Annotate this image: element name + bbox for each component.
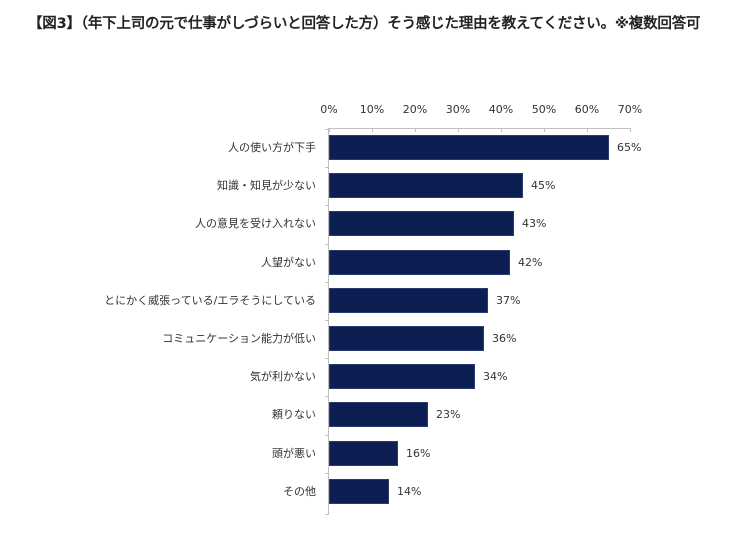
bar: [329, 364, 475, 389]
category-label: コミュニケーション能力が低い: [162, 332, 316, 345]
bar: [329, 402, 428, 427]
x-tick-mark: [458, 128, 459, 132]
bar: [329, 211, 514, 236]
x-tick-mark: [415, 128, 416, 132]
value-label: 65%: [617, 141, 642, 154]
value-label: 42%: [518, 256, 543, 269]
x-tick-mark: [544, 128, 545, 132]
bar: [329, 135, 609, 160]
category-label: とにかく威張っている/エラそうにしている: [104, 294, 316, 307]
bar: [329, 173, 523, 198]
value-label: 45%: [531, 179, 556, 192]
bar-row: 頭が悪い 16%: [0, 441, 740, 467]
bar-row: 人の意見を受け入れない 43%: [0, 211, 740, 237]
bar-row: コミュニケーション能力が低い 36%: [0, 326, 740, 352]
bar: [329, 479, 389, 504]
x-tick-label: 40%: [488, 103, 514, 116]
category-label: 人望がない: [261, 256, 316, 269]
y-tick-mark: [325, 244, 329, 245]
bar-row: その他 14%: [0, 479, 740, 505]
bar: [329, 250, 510, 275]
y-tick-mark: [325, 473, 329, 474]
x-tick-label: 30%: [445, 103, 471, 116]
bar: [329, 326, 484, 351]
x-tick-mark: [329, 128, 330, 132]
chart-title: 【図3】（年下上司の元で仕事がしづらいと回答した方）そう感じた理由を教えてくださ…: [28, 16, 701, 32]
y-axis-line: [328, 128, 329, 515]
x-tick-label: 60%: [574, 103, 600, 116]
category-label: その他: [283, 485, 316, 498]
x-tick-mark: [630, 128, 631, 132]
x-tick-label: 10%: [359, 103, 385, 116]
x-tick-mark: [372, 128, 373, 132]
y-tick-mark: [325, 167, 329, 168]
category-label: 人の使い方が下手: [228, 141, 316, 154]
bar-row: 知識・知見が少ない 45%: [0, 173, 740, 199]
y-tick-mark: [325, 358, 329, 359]
y-tick-mark: [325, 396, 329, 397]
y-tick-mark: [325, 320, 329, 321]
bar-row: 気が利かない 34%: [0, 364, 740, 390]
value-label: 14%: [397, 485, 422, 498]
category-label: 気が利かない: [250, 370, 316, 383]
x-tick-mark: [501, 128, 502, 132]
y-tick-mark: [325, 514, 329, 515]
value-label: 23%: [436, 408, 461, 421]
y-tick-mark: [325, 435, 329, 436]
bar: [329, 288, 488, 313]
bar-row: 人の使い方が下手 65%: [0, 135, 740, 161]
category-label: 頼りない: [272, 408, 316, 421]
category-label: 頭が悪い: [272, 447, 316, 460]
y-tick-mark: [325, 129, 329, 130]
category-label: 知識・知見が少ない: [217, 179, 316, 192]
bar-row: 人望がない 42%: [0, 250, 740, 276]
x-axis-line: [328, 128, 630, 129]
value-label: 34%: [483, 370, 508, 383]
x-tick-label: 20%: [402, 103, 428, 116]
bar-row: とにかく威張っている/エラそうにしている 37%: [0, 288, 740, 314]
y-tick-mark: [325, 205, 329, 206]
value-label: 36%: [492, 332, 517, 345]
value-label: 16%: [406, 447, 431, 460]
x-tick-label: 50%: [531, 103, 557, 116]
x-tick-label: 0%: [320, 103, 338, 116]
bar: [329, 441, 398, 466]
y-tick-mark: [325, 282, 329, 283]
x-tick-mark: [587, 128, 588, 132]
value-label: 43%: [522, 217, 547, 230]
x-tick-label: 70%: [617, 103, 643, 116]
category-label: 人の意見を受け入れない: [195, 217, 316, 230]
value-label: 37%: [496, 294, 521, 307]
bar-row: 頼りない 23%: [0, 402, 740, 428]
